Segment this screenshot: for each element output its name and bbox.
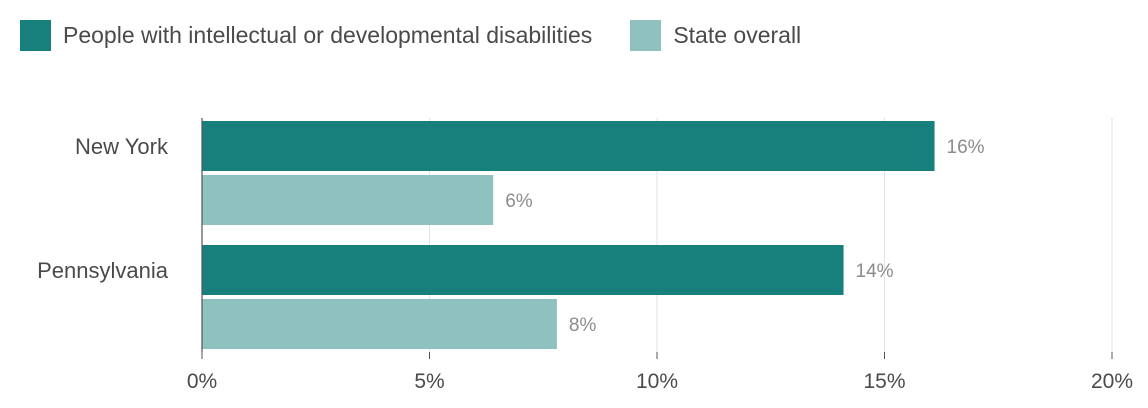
legend-item-idd: People with intellectual or developmenta… bbox=[20, 19, 593, 51]
legend-swatch-idd bbox=[20, 19, 51, 51]
bar-new-york-series-1 bbox=[202, 121, 935, 171]
legend-label-state-overall: State overall bbox=[673, 21, 802, 48]
data-label-pennsylvania-series-2: 8% bbox=[569, 315, 597, 336]
bar-new-york-series-2 bbox=[202, 175, 494, 225]
category-label-new-york: New York bbox=[75, 134, 169, 159]
x-tick-label-1: 5% bbox=[414, 370, 444, 393]
legend-item-state-overall: State overall bbox=[630, 19, 802, 51]
legend-label-idd: People with intellectual or developmenta… bbox=[63, 21, 593, 48]
bar-pennsylvania-series-1 bbox=[202, 245, 844, 295]
data-label-pennsylvania-series-1: 14% bbox=[856, 261, 894, 282]
x-tick-label-2: 10% bbox=[636, 370, 678, 393]
x-tick-label-4: 20% bbox=[1091, 370, 1133, 393]
x-tick-label-3: 15% bbox=[863, 370, 905, 393]
legend: People with intellectual or developmenta… bbox=[20, 18, 839, 52]
bar-pennsylvania-series-2 bbox=[202, 299, 557, 349]
category-label-pennsylvania: Pennsylvania bbox=[37, 258, 169, 283]
legend-swatch-state-overall bbox=[630, 19, 662, 51]
data-label-new-york-series-2: 6% bbox=[505, 191, 533, 212]
data-label-new-york-series-1: 16% bbox=[947, 137, 985, 158]
x-tick-label-0: 0% bbox=[187, 370, 217, 393]
